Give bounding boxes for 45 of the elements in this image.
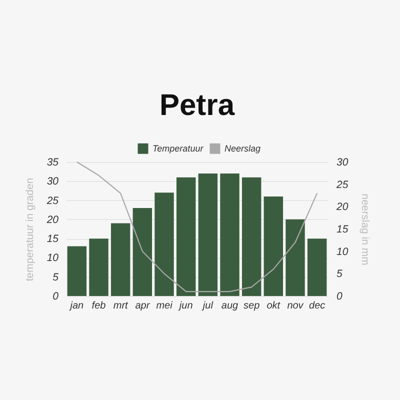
y2-tick-label: 30 bbox=[336, 156, 348, 168]
bar bbox=[220, 173, 240, 296]
bar bbox=[67, 246, 87, 296]
x-tick-label: mei bbox=[156, 300, 174, 312]
bar bbox=[132, 208, 152, 296]
x-tick-label: jun bbox=[177, 300, 194, 312]
y-tick-label: 35 bbox=[46, 156, 59, 168]
x-tick-label: jul bbox=[200, 300, 214, 312]
legend-label: Temperatuur bbox=[152, 144, 204, 154]
x-tick-label: mrt bbox=[113, 300, 130, 312]
y2-tick-label: 5 bbox=[336, 268, 342, 280]
bar bbox=[307, 238, 327, 296]
y-axis-title: temperatuur in graden bbox=[24, 178, 36, 282]
x-tick-label: aug bbox=[221, 300, 239, 312]
y-tick-label: 30 bbox=[46, 176, 59, 188]
y-tick-label: 10 bbox=[46, 252, 59, 264]
bar bbox=[89, 238, 108, 296]
line-series bbox=[76, 161, 318, 292]
y2-tick-label: 10 bbox=[336, 246, 348, 258]
bar bbox=[286, 219, 305, 296]
y2-tick-label: 25 bbox=[336, 178, 348, 191]
y-tick-label: 5 bbox=[52, 271, 59, 284]
legend-label: Neerslag bbox=[224, 144, 261, 154]
x-tick-label: dec bbox=[309, 300, 326, 312]
x-tick-label: nov bbox=[287, 300, 304, 312]
y2-tick-label: 0 bbox=[336, 290, 342, 302]
y2-tick-label: 15 bbox=[336, 224, 348, 236]
y-tick-label: 20 bbox=[46, 214, 59, 226]
x-tick-label: okt bbox=[266, 300, 282, 312]
x-tick-label: apr bbox=[135, 300, 150, 312]
bar bbox=[264, 196, 284, 296]
bar bbox=[154, 192, 174, 296]
x-tick-label: feb bbox=[92, 300, 106, 312]
y-tick-label: 0 bbox=[52, 290, 59, 302]
bar bbox=[198, 173, 218, 296]
y2-tick-label: 20 bbox=[336, 201, 348, 214]
chart-title: Petra bbox=[159, 89, 235, 122]
y2-axis-title: neerslag in mm bbox=[359, 194, 372, 266]
bar bbox=[242, 177, 262, 296]
x-tick-label: sep bbox=[244, 300, 260, 312]
y-tick-label: 25 bbox=[46, 194, 59, 207]
y-tick-label: 15 bbox=[46, 233, 59, 246]
bar bbox=[110, 223, 130, 296]
x-tick-label: jan bbox=[68, 300, 84, 312]
bar bbox=[176, 177, 196, 296]
